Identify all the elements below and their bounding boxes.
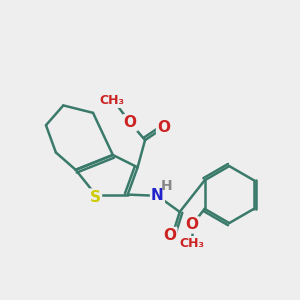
Text: CH₃: CH₃ xyxy=(99,94,124,107)
Text: O: O xyxy=(157,120,170,135)
Text: S: S xyxy=(90,190,101,205)
Text: O: O xyxy=(186,218,199,232)
Text: N: N xyxy=(151,188,164,203)
Text: H: H xyxy=(160,179,172,193)
Text: CH₃: CH₃ xyxy=(180,237,205,250)
Text: O: O xyxy=(124,115,137,130)
Text: O: O xyxy=(163,228,176,243)
